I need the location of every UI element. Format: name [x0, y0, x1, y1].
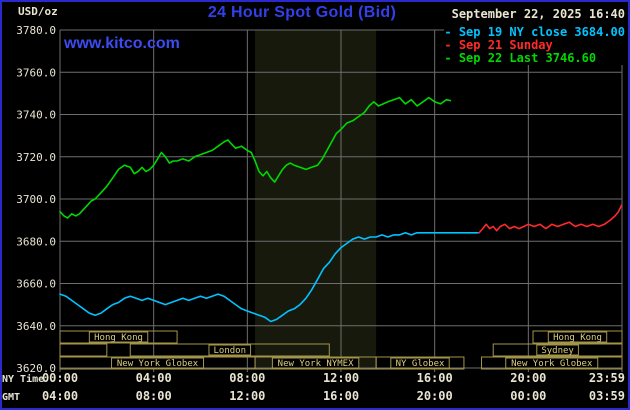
session-box — [375, 356, 465, 370]
session-label: New York Globex — [117, 359, 199, 369]
session-label-box — [271, 357, 360, 369]
session-label: Hong Kong — [94, 333, 143, 343]
y-tick-label: 3760.0 — [16, 66, 56, 79]
x-tick-label: 00:00 — [510, 389, 546, 403]
kitco-website-link[interactable]: www.kitco.com — [64, 35, 180, 52]
axis-row-label: GMT — [2, 392, 20, 403]
session-label-box — [88, 331, 149, 343]
y-tick-label: 3660.0 — [16, 278, 56, 291]
chart-datetime: September 22, 2025 16:40 — [451, 7, 625, 21]
session-box — [129, 343, 330, 357]
y-tick-label: 3780.0 — [16, 24, 56, 37]
series-line-sep21 — [478, 204, 623, 234]
legend-entry: - Sep 19 NY close 3684.00 — [444, 25, 625, 39]
session-label-box — [111, 357, 205, 369]
axis-row-label: NY Time — [2, 373, 44, 385]
x-tick-label: 04:00 — [136, 371, 172, 385]
session-label-box — [547, 331, 608, 343]
session-label: New York Globex — [511, 359, 593, 369]
x-tick-label: 20:00 — [417, 389, 453, 403]
session-box — [59, 330, 178, 344]
x-tick-label: 08:00 — [229, 371, 265, 385]
session-label: Hong Kong — [553, 333, 602, 343]
series-line-sep22 — [59, 96, 452, 219]
y-tick-label: 3700.0 — [16, 193, 56, 206]
y-tick-label: 3680.0 — [16, 235, 56, 248]
y-tick-label: 3720.0 — [16, 151, 56, 164]
session-label: London — [214, 346, 247, 356]
x-tick-label: 16:00 — [323, 389, 359, 403]
chart-legend: - Sep 19 NY close 3684.00- Sep 21 Sunday… — [444, 26, 625, 65]
session-label-box — [536, 344, 579, 356]
x-tick-label: 20:00 — [510, 371, 546, 385]
x-tick-label: 08:00 — [136, 389, 172, 403]
session-box — [481, 356, 623, 370]
x-tick-label: 16:00 — [417, 371, 453, 385]
x-tick-label: 12:00 — [323, 371, 359, 385]
legend-entry: - Sep 21 Sunday — [444, 38, 553, 52]
x-tick-label: 23:59 — [589, 371, 625, 385]
x-tick-label: 03:59 — [589, 389, 625, 403]
units-label: USD/oz — [18, 5, 58, 18]
y-tick-label: 3740.0 — [16, 109, 56, 122]
session-label-box — [390, 357, 450, 369]
x-tick-label: 00:00 — [42, 371, 78, 385]
session-label: NY Globex — [396, 359, 445, 369]
session-box — [532, 330, 623, 344]
legend-entry: - Sep 22 Last 3746.60 — [444, 51, 597, 65]
session-label-box — [505, 357, 599, 369]
chart-title: 24 Hour Spot Gold (Bid) — [207, 4, 397, 21]
session-box — [59, 343, 108, 357]
x-tick-label: 12:00 — [229, 389, 265, 403]
y-tick-label: 3640.0 — [16, 320, 56, 333]
x-tick-label: 04:00 — [42, 389, 78, 403]
series-line-sep19 — [59, 232, 479, 323]
session-label: Sydney — [541, 346, 574, 356]
session-label: New York NYMEX — [278, 359, 354, 369]
y-tick-label: 3620.0 — [16, 362, 56, 375]
session-label-box — [208, 344, 252, 356]
session-box — [492, 343, 623, 357]
